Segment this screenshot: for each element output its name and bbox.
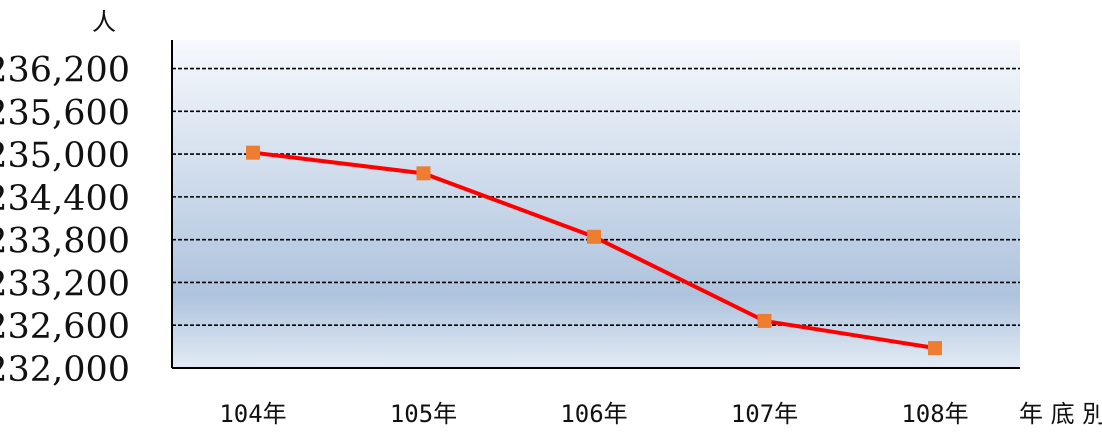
y-tick-label: 235,600 bbox=[0, 93, 130, 133]
x-tick-label: 107年 bbox=[731, 400, 798, 428]
y-axis-label: 人 bbox=[92, 8, 116, 36]
y-tick-label: 236,200 bbox=[0, 51, 130, 91]
x-tick-label: 104年 bbox=[219, 400, 286, 428]
data-point-marker bbox=[757, 313, 772, 328]
y-tick-label: 234,400 bbox=[0, 179, 130, 219]
y-tick-label: 233,200 bbox=[0, 264, 130, 304]
x-tick-label: 106年 bbox=[560, 400, 627, 428]
y-tick-labels: 232,000232,600233,200233,800234,400235,0… bbox=[0, 51, 130, 390]
data-series bbox=[246, 145, 942, 356]
data-point-marker bbox=[246, 145, 260, 160]
x-tick-label: 108年 bbox=[901, 400, 968, 428]
y-tick-label: 232,000 bbox=[0, 350, 130, 390]
data-point-marker bbox=[587, 229, 601, 244]
y-tick-label: 235,000 bbox=[0, 136, 130, 176]
y-tick-label: 232,600 bbox=[0, 307, 130, 347]
data-point-marker bbox=[928, 341, 942, 356]
x-tick-labels: 104年 105年 106年 107年 108年 bbox=[219, 400, 968, 428]
y-tick-label: 233,800 bbox=[0, 222, 130, 262]
x-axis-label: 年 底 別 bbox=[1019, 400, 1102, 428]
data-point-marker bbox=[416, 166, 431, 181]
x-tick-label: 105年 bbox=[390, 400, 457, 428]
plot-area bbox=[172, 40, 1020, 368]
